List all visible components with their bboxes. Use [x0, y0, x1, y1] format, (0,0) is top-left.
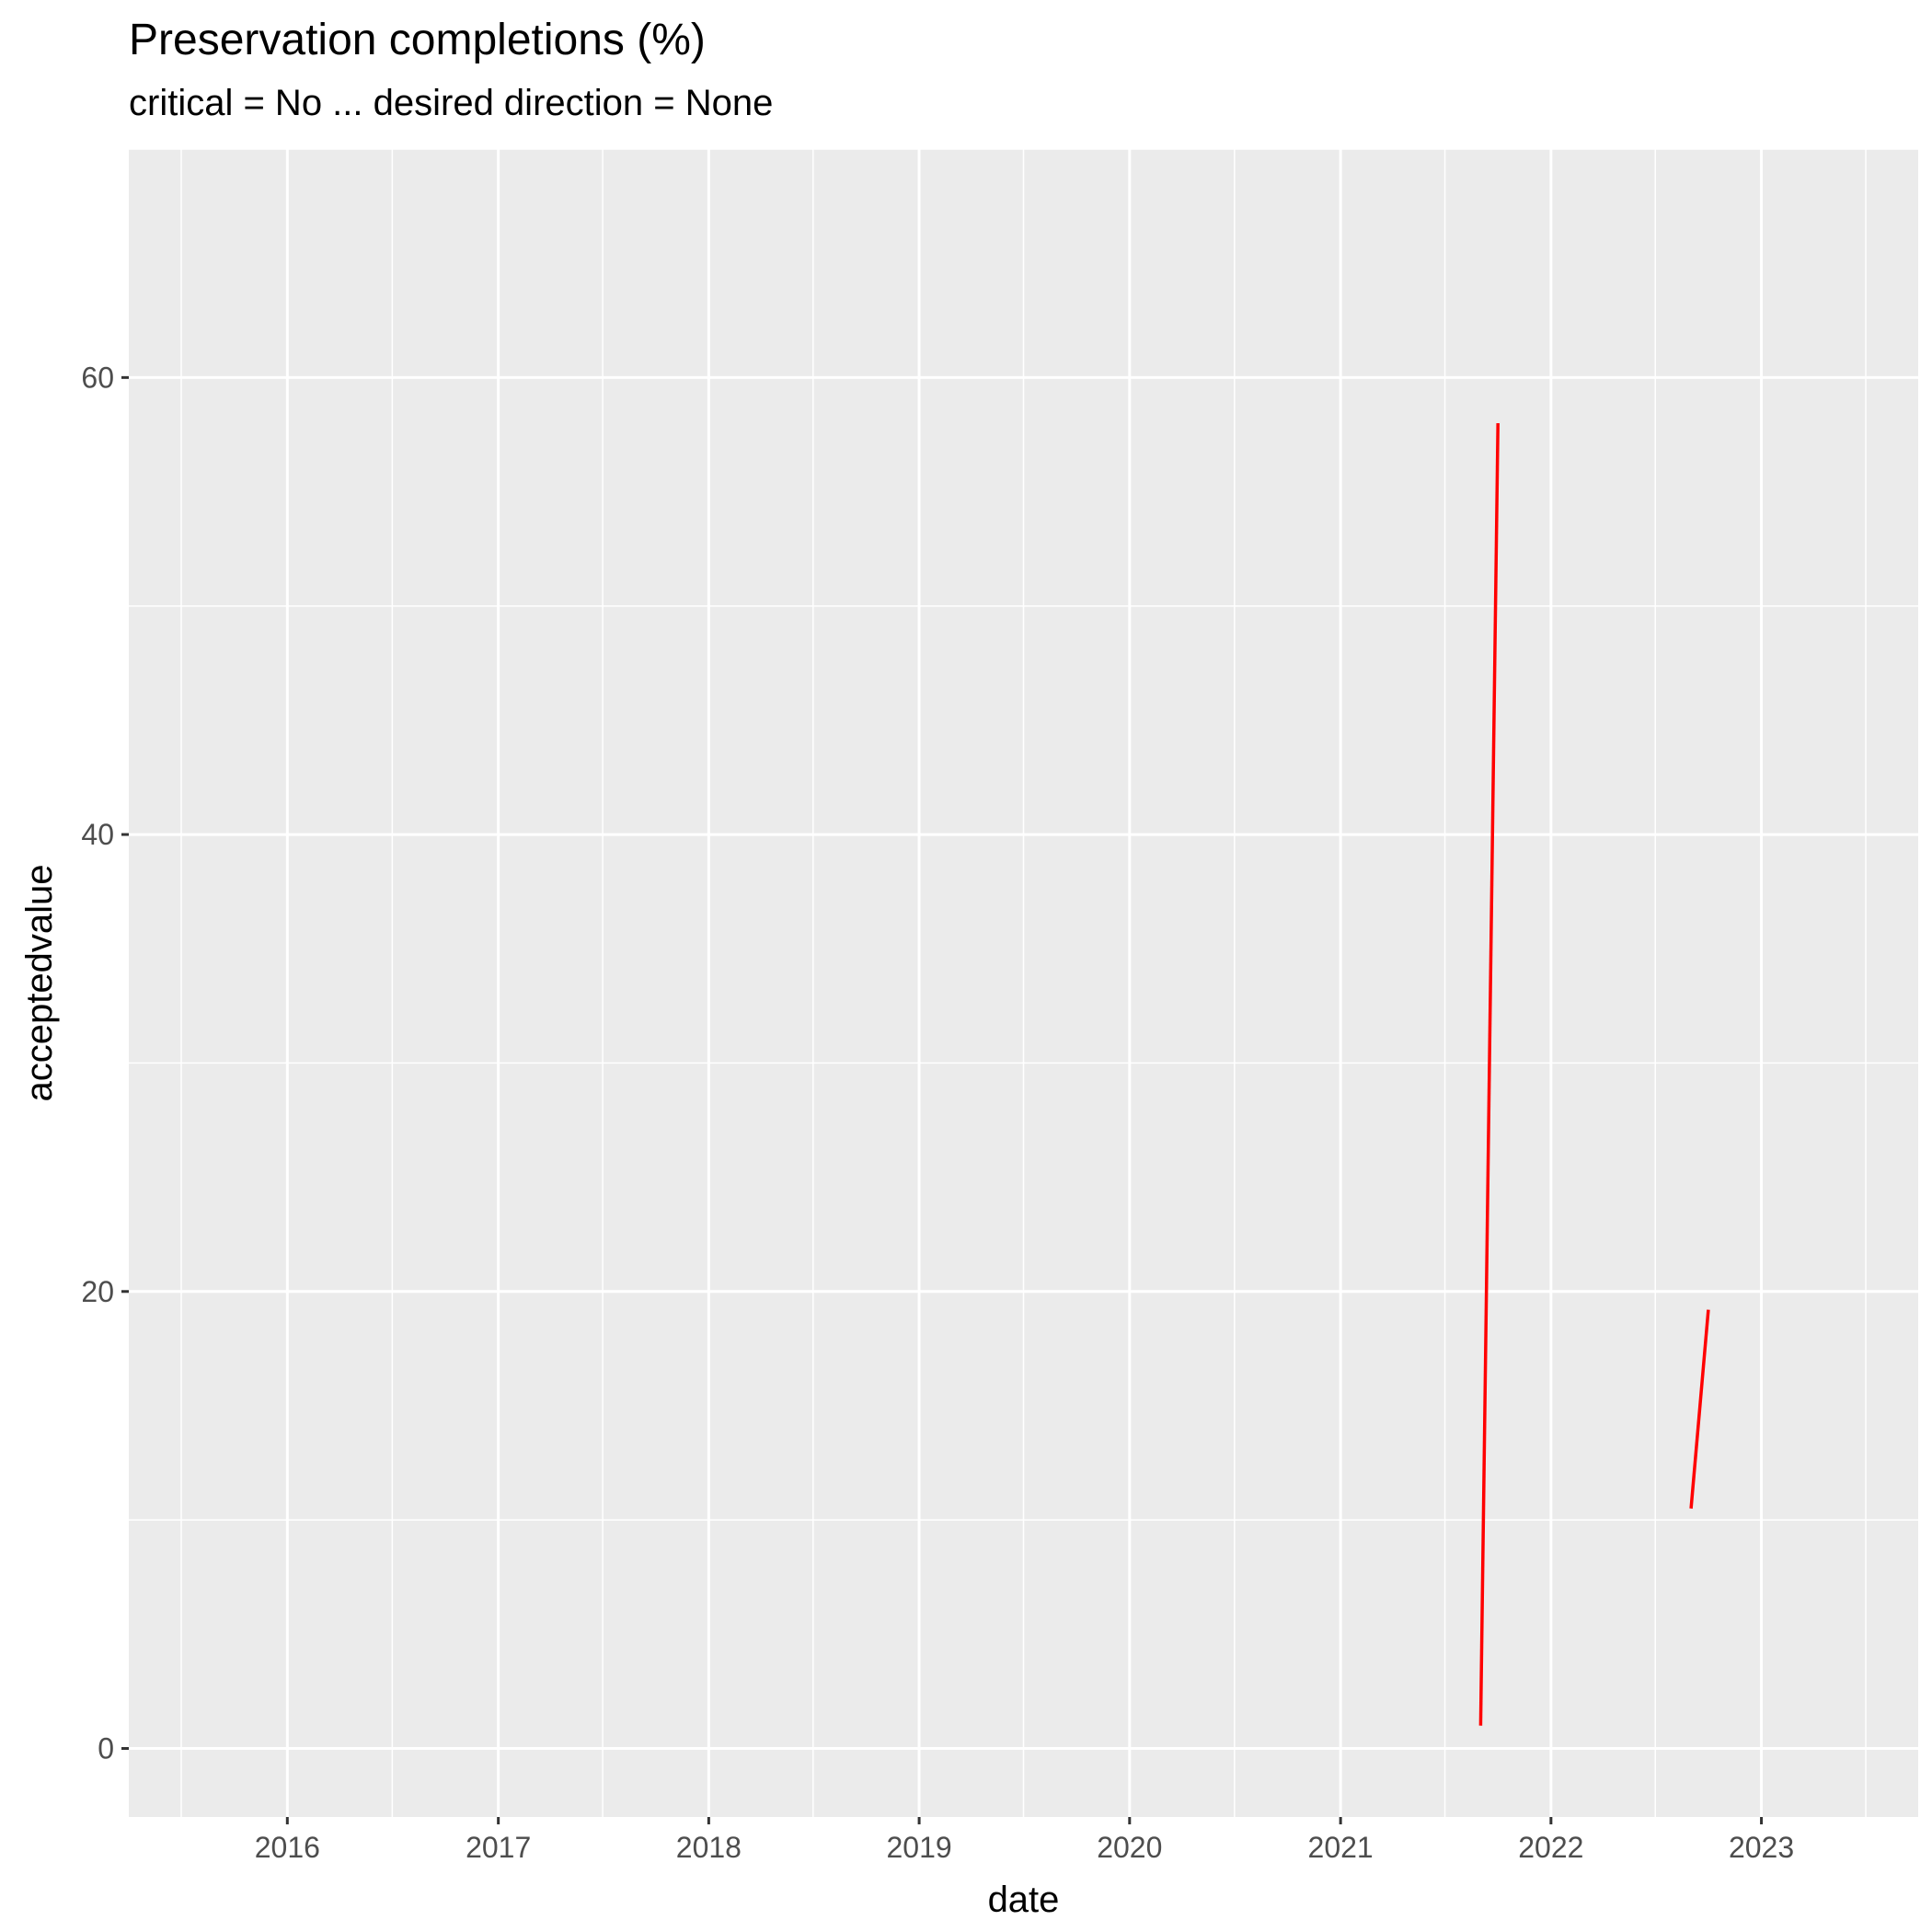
x-tick-label: 2018	[676, 1831, 742, 1864]
chart-title: Preservation completions (%)	[129, 16, 706, 64]
y-tick-label: 60	[81, 361, 114, 394]
major-gridlines	[129, 149, 1918, 1817]
x-tick-label: 2016	[255, 1831, 320, 1864]
series-line-segment	[1689, 1309, 1710, 1509]
y-tick-label: 40	[81, 818, 114, 851]
x-axis: 2016 2017 2018 2019 2020 2021 2022 2023	[255, 1817, 1794, 1864]
y-tick-label: 0	[98, 1731, 114, 1765]
y-axis: 0 20 40 60	[81, 361, 129, 1765]
chart-subtitle: critical = No ... desired direction = No…	[129, 83, 774, 123]
x-tick-label: 2020	[1097, 1831, 1162, 1864]
x-tick-label: 2023	[1729, 1831, 1794, 1864]
x-tick-label: 2019	[886, 1831, 951, 1864]
x-axis-title: date	[988, 1880, 1060, 1920]
x-tick-label: 2021	[1308, 1831, 1374, 1864]
data-lines	[1478, 422, 1710, 1726]
y-tick-label: 20	[81, 1275, 114, 1308]
minor-gridlines	[129, 148, 1918, 1817]
x-tick-label: 2017	[466, 1831, 531, 1864]
x-tick-label: 2022	[1518, 1831, 1583, 1864]
y-axis-title: acceptedvalue	[19, 865, 60, 1102]
series-line-segment	[1478, 422, 1500, 1726]
